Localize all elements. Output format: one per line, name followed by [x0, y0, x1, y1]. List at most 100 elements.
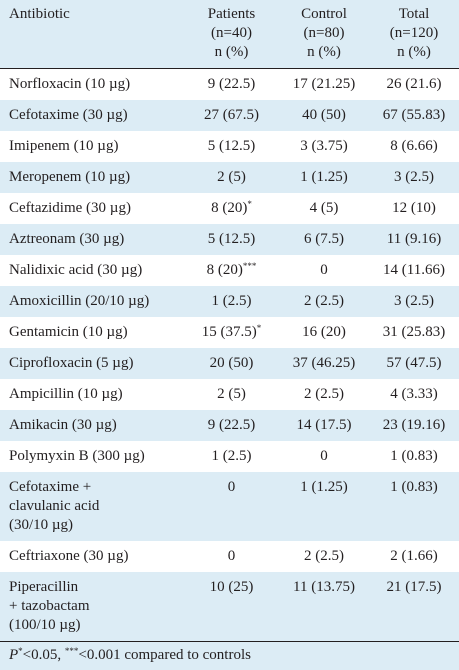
patients-value: 20 (50)	[209, 355, 254, 371]
total-cell: 3 (2.5)	[394, 293, 434, 309]
table-row: Aztreonam (30 µg) 5 (12.5) 6 (7.5) 11 (9.16…	[0, 224, 459, 255]
antibiotic-name-cell: Gentamicin (10 µg)	[0, 317, 184, 348]
control-cell: 1 (1.25)	[300, 169, 348, 185]
control-cell: 2 (2.5)	[304, 293, 344, 309]
antibiotic-name-cell: Ampicillin (10 µg)	[0, 379, 184, 410]
antibiotic-name-line: Gentamicin (10 µg)	[9, 324, 128, 340]
header-total: Total (n=120) n (%)	[369, 0, 459, 69]
total-cell: 31 (25.83)	[382, 324, 446, 340]
antibiotic-name-line: (30/10 µg)	[9, 517, 74, 533]
header-antibiotic: Antibiotic	[0, 0, 184, 69]
control-cell: 14 (17.5)	[296, 417, 352, 433]
patients-cell: 9 (22.5)	[184, 69, 279, 101]
header-patients: Patients (n=40) n (%)	[184, 0, 279, 69]
significance-marker: *	[247, 199, 252, 209]
control-cell: 40 (50)	[302, 107, 346, 123]
table-row: Ciprofloxacin (5 µg) 20 (50) 37 (46.25) 57 …	[0, 348, 459, 379]
header-patients-line: Patients	[207, 6, 256, 22]
patients-value: 27 (67.5)	[204, 107, 259, 123]
antibiotic-name-cell: Cefotaxime (30 µg)	[0, 100, 184, 131]
patients-value: 8 (20)	[211, 200, 248, 216]
header-control-line: n (%)	[307, 44, 341, 60]
patients-value: 9 (22.5)	[207, 417, 256, 433]
antibiotic-name-line: clavulanic acid	[9, 498, 100, 514]
antibiotic-name-line: Imipenem (10 µg)	[9, 138, 119, 154]
patients-value: 15 (37.5)	[201, 324, 257, 340]
header-patients-line: (n=40)	[211, 25, 252, 41]
antibiotic-name-cell: Nalidixic acid (30 µg)	[0, 255, 184, 286]
control-cell: 0	[320, 262, 328, 278]
patients-value: 1 (2.5)	[211, 293, 252, 309]
header-control: Control (n=80) n (%)	[279, 0, 369, 69]
antibiotic-name-cell: Amoxicillin (20/10 µg)	[0, 286, 184, 317]
patients-value: 5 (12.5)	[207, 138, 256, 154]
header-patients-line: n (%)	[214, 44, 249, 60]
patients-cell: 2 (5)	[184, 379, 279, 410]
patients-cell: 8 (20)***	[184, 255, 279, 286]
total-cell: 11 (9.16)	[386, 231, 442, 247]
total-cell: 26 (21.6)	[386, 76, 442, 92]
antibiotic-name-line: Meropenem (10 µg)	[9, 169, 131, 185]
total-cell: 14 (11.66)	[383, 262, 445, 278]
total-cell: 23 (19.16)	[382, 417, 446, 433]
patients-value: 2 (5)	[217, 169, 246, 185]
patients-value: 0	[227, 479, 236, 495]
antibiotic-name-cell: Amikacin (30 µg)	[0, 410, 184, 441]
antibiotic-name-line: + tazobactam	[9, 598, 90, 614]
antibiotic-name-cell: Piperacillin + tazobactam (100/10 µg)	[0, 572, 184, 641]
patients-cell: 15 (37.5)*	[184, 317, 279, 348]
patients-cell: 5 (12.5)	[184, 131, 279, 162]
table-row: Nalidixic acid (30 µg) 8 (20)*** 0 14 (11.6…	[0, 255, 459, 286]
patients-cell: 1 (2.5)	[184, 441, 279, 472]
patients-value: 9 (22.5)	[207, 76, 256, 92]
total-cell: 12 (10)	[392, 200, 436, 216]
antibiotic-name-cell: Meropenem (10 µg)	[0, 162, 184, 193]
table-row: Imipenem (10 µg) 5 (12.5) 3 (3.75) 8 (6.66)	[0, 131, 459, 162]
total-cell: 1 (0.83)	[390, 448, 438, 464]
patients-cell: 2 (5)	[184, 162, 279, 193]
footnote-p: P	[9, 647, 19, 663]
antibiotic-name-cell: Norfloxacin (10 µg)	[0, 69, 184, 101]
total-cell: 3 (2.5)	[394, 169, 434, 185]
total-cell: 67 (55.83)	[382, 107, 446, 123]
table-row: Cefotaxime (30 µg) 27 (67.5) 40 (50) 67 (55…	[0, 100, 459, 131]
control-cell: 3 (3.75)	[300, 138, 348, 154]
antibiotic-name-cell: Aztreonam (30 µg)	[0, 224, 184, 255]
patients-cell: 0	[184, 472, 279, 541]
total-cell: 57 (47.5)	[386, 355, 442, 371]
patients-cell: 10 (25)	[184, 572, 279, 641]
table-row: Ampicillin (10 µg) 2 (5) 2 (2.5) 4 (3.33)	[0, 379, 459, 410]
table-row: Piperacillin + tazobactam (100/10 µg) 10 (2…	[0, 572, 459, 641]
antibiotic-name-line: Aztreonam (30 µg)	[9, 231, 125, 247]
header-control-line: (n=80)	[303, 25, 345, 41]
table-row: Amoxicillin (20/10 µg) 1 (2.5) 2 (2.5) 3 (2…	[0, 286, 459, 317]
control-cell: 17 (21.25)	[292, 76, 356, 92]
patients-value: 8 (20)	[206, 262, 243, 278]
antibiotic-name-line: Piperacillin	[9, 579, 79, 595]
control-cell: 4 (5)	[309, 200, 339, 216]
control-cell: 37 (46.25)	[292, 355, 356, 371]
patients-value: 10 (25)	[209, 579, 254, 595]
footnote-text-2: <0.001 compared to controls	[78, 647, 251, 663]
patients-value: 0	[227, 548, 236, 564]
table-row: Polymyxin B (300 µg) 1 (2.5) 0 1 (0.83)	[0, 441, 459, 472]
control-cell: 2 (2.5)	[304, 386, 344, 402]
table-row: Cefotaxime + clavulanic acid (30/10 µg) 0 1 …	[0, 472, 459, 541]
table-row: Amikacin (30 µg) 9 (22.5) 14 (17.5) 23 (19.…	[0, 410, 459, 441]
table-row: Norfloxacin (10 µg) 9 (22.5) 17 (21.25) 26 …	[0, 68, 459, 101]
antibiotic-name-line: Cefotaxime +	[9, 479, 92, 495]
patients-value: 1 (2.5)	[211, 448, 252, 464]
antibiotic-name-cell: Ceftriaxone (30 µg)	[0, 541, 184, 572]
table-row: Meropenem (10 µg) 2 (5) 1 (1.25) 3 (2.5)	[0, 162, 459, 193]
footnote-text-1: <0.05,	[22, 647, 65, 663]
antibiotic-name-cell: Ceftazidime (30 µg)	[0, 193, 184, 224]
antibiotic-name-line: Nalidixic acid (30 µg)	[9, 262, 143, 278]
antibiotic-name-line: Polymyxin B (300 µg)	[9, 448, 145, 464]
table-row: Ceftazidime (30 µg) 8 (20)* 4 (5) 12 (10)	[0, 193, 459, 224]
patients-value: 2 (5)	[217, 386, 246, 402]
header-control-line: Control	[301, 6, 347, 22]
table-body: Norfloxacin (10 µg) 9 (22.5) 17 (21.25) 26 …	[0, 68, 459, 641]
antibiotic-name-line: Amikacin (30 µg)	[9, 417, 117, 433]
antibiotic-name-line: Norfloxacin (10 µg)	[9, 76, 131, 92]
header-total-line: Total	[398, 6, 430, 22]
